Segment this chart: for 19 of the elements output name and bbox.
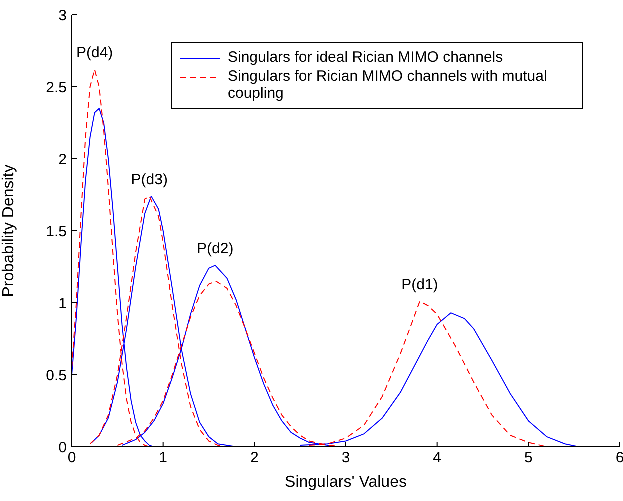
x-tick-label: 5 — [524, 450, 533, 467]
legend-label: Singulars for Rician MIMO channels with mutual coupling — [228, 68, 548, 102]
legend-label: Singulars for ideal Rician MIMO channels — [228, 49, 504, 66]
y-tick-label: 2.5 — [46, 79, 67, 96]
y-tick-label: 1 — [58, 295, 67, 312]
y-axis-title: Probability Density — [0, 164, 18, 298]
annotation: P(d1) — [402, 276, 438, 294]
x-tick-label: 4 — [433, 450, 442, 467]
x-tick-label: 1 — [159, 450, 168, 467]
x-tick-label: 2 — [250, 450, 259, 467]
y-tick-label: 3 — [58, 7, 67, 24]
x-tick-label: 3 — [342, 450, 350, 467]
annotation: P(d2) — [197, 240, 234, 258]
annotation: P(d3) — [131, 171, 168, 188]
annotation: P(d4) — [76, 44, 114, 62]
x-axis-title: Singulars' Values — [285, 474, 407, 491]
y-tick-label: 1.5 — [46, 223, 67, 240]
y-tick-label: 0.5 — [46, 367, 67, 384]
y-tick-label: 2 — [58, 151, 67, 168]
